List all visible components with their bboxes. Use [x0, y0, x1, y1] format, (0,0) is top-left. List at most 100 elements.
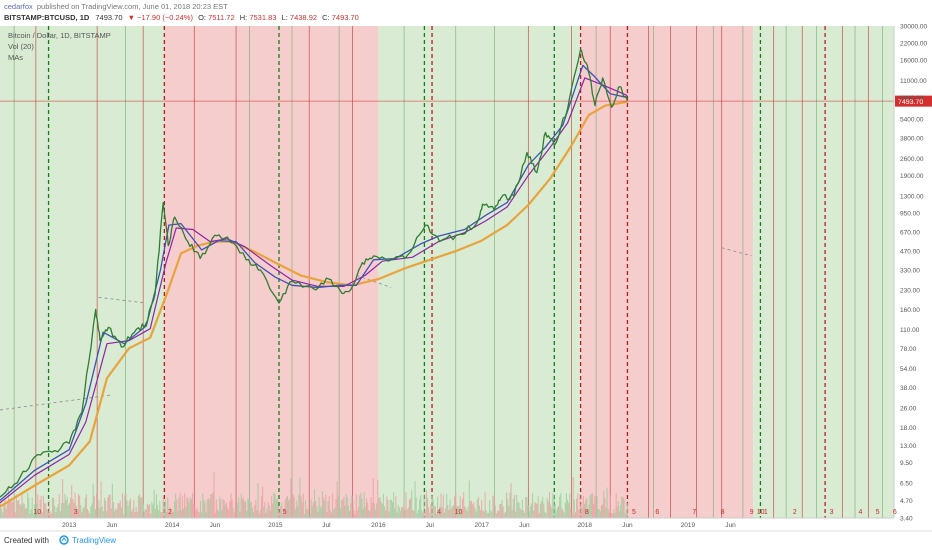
- volume-bar: [108, 494, 110, 518]
- volume-bar: [4, 499, 6, 518]
- trend-dashed-line: [721, 247, 752, 257]
- volume-bar: [508, 506, 510, 518]
- volume-bar: [494, 505, 496, 518]
- cycle-number: 3: [830, 509, 834, 516]
- volume-bar: [16, 500, 19, 518]
- volume-bar: [389, 499, 391, 518]
- zone-green: [0, 26, 165, 518]
- volume-bar: [374, 509, 377, 518]
- volume-bar: [77, 494, 80, 518]
- volume-bar: [415, 497, 417, 518]
- volume-bar: [586, 498, 588, 518]
- volume-bar: [571, 512, 573, 518]
- volume-bar: [197, 511, 199, 518]
- volume-bar: [106, 510, 108, 518]
- volume-bar: [272, 503, 274, 518]
- volume-bar: [14, 512, 16, 518]
- volume-bar: [260, 496, 263, 518]
- y-tick-label: 16000.00: [900, 58, 927, 65]
- volume-bar: [465, 507, 467, 518]
- legend-title[interactable]: Bitcoin / Dollar, 1D, BITSTAMP: [8, 31, 111, 40]
- volume-bar: [431, 495, 433, 518]
- x-tick-label: 2013: [62, 522, 77, 529]
- volume-bar: [393, 492, 395, 518]
- volume-bar: [177, 511, 179, 518]
- volume-bar: [384, 506, 386, 518]
- volume-bar: [379, 497, 381, 518]
- legend-mas[interactable]: MAs: [8, 53, 23, 62]
- volume-bar: [598, 509, 600, 518]
- volume-bar: [365, 498, 368, 518]
- volume-bar: [258, 513, 260, 518]
- volume-bar: [74, 492, 76, 518]
- volume-bar: [452, 505, 455, 518]
- volume-bar: [6, 501, 8, 518]
- volume-bar: [152, 504, 154, 518]
- volume-bar: [248, 498, 250, 518]
- volume-bar: [103, 497, 106, 518]
- legend-volume[interactable]: Vol (20): [8, 42, 34, 51]
- volume-bar: [524, 512, 526, 518]
- volume-bar: [134, 512, 136, 518]
- volume-bar: [194, 506, 196, 518]
- volume-bar: [161, 512, 163, 518]
- tradingview-logo-icon[interactable]: [59, 535, 69, 545]
- volume-bar: [515, 511, 517, 518]
- author-link[interactable]: cedarfox: [4, 2, 33, 11]
- volume-bar: [44, 503, 46, 518]
- volume-bar: [222, 499, 224, 518]
- volume-bar: [221, 510, 223, 518]
- volume-bar: [263, 507, 265, 518]
- volume-bar: [541, 500, 543, 518]
- volume-bar: [471, 500, 473, 518]
- volume-bar: [212, 492, 214, 518]
- volume-bar: [36, 503, 38, 518]
- volume-bar: [164, 500, 167, 518]
- volume-bar: [576, 498, 578, 518]
- volume-bar: [362, 508, 364, 518]
- volume-bar: [126, 500, 128, 518]
- volume-bar: [86, 509, 89, 518]
- volume-bar: [513, 494, 516, 518]
- volume-bar: [31, 497, 33, 518]
- symbol-label[interactable]: BITSTAMP:BTCUSD, 1D: [4, 13, 90, 22]
- volume-bar: [255, 500, 257, 518]
- y-axis[interactable]: 30000.00 22000.00 16000.00 11000.00 8000.00 5…: [893, 24, 927, 523]
- volume-bar: [56, 507, 58, 518]
- volume-bar: [294, 509, 296, 518]
- volume-bar: [625, 510, 627, 518]
- y-tick-label: 950.00: [900, 210, 920, 217]
- volume-bar: [278, 511, 281, 518]
- volume-bar: [233, 512, 235, 518]
- high-label: H:: [240, 13, 248, 22]
- volume-bar: [589, 495, 591, 518]
- volume-bar: [489, 500, 491, 518]
- y-tick-label: 470.00: [900, 249, 920, 256]
- volume-bar: [552, 493, 554, 518]
- volume-bar: [140, 497, 142, 518]
- volume-bar: [557, 505, 560, 518]
- volume-bar: [256, 510, 258, 518]
- footer-brand[interactable]: TradingView: [72, 536, 116, 545]
- volume-bar: [321, 491, 324, 518]
- volume-bar: [319, 506, 321, 518]
- volume-bar: [214, 512, 216, 518]
- volume-bar: [28, 497, 30, 518]
- x-tick-label: Jul: [322, 522, 331, 529]
- volume-bar: [487, 512, 490, 518]
- volume-bar: [50, 513, 52, 518]
- volume-bar: [116, 509, 118, 518]
- volume-bar: [176, 499, 178, 518]
- volume-bar: [266, 508, 268, 518]
- volume-bar: [434, 506, 436, 518]
- volume-bar: [254, 505, 256, 518]
- volume-bar: [155, 494, 157, 518]
- volume-bar: [100, 481, 102, 518]
- volume-bar: [24, 508, 26, 518]
- volume-bar: [146, 504, 148, 518]
- volume-bar: [265, 512, 267, 518]
- volume-bar: [550, 504, 552, 518]
- volume-bar: [446, 494, 448, 518]
- x-axis[interactable]: 2013 Jun 2014 Jun 2015 Jul 2016 Jul 2017 Jun 2018 J…: [0, 517, 894, 529]
